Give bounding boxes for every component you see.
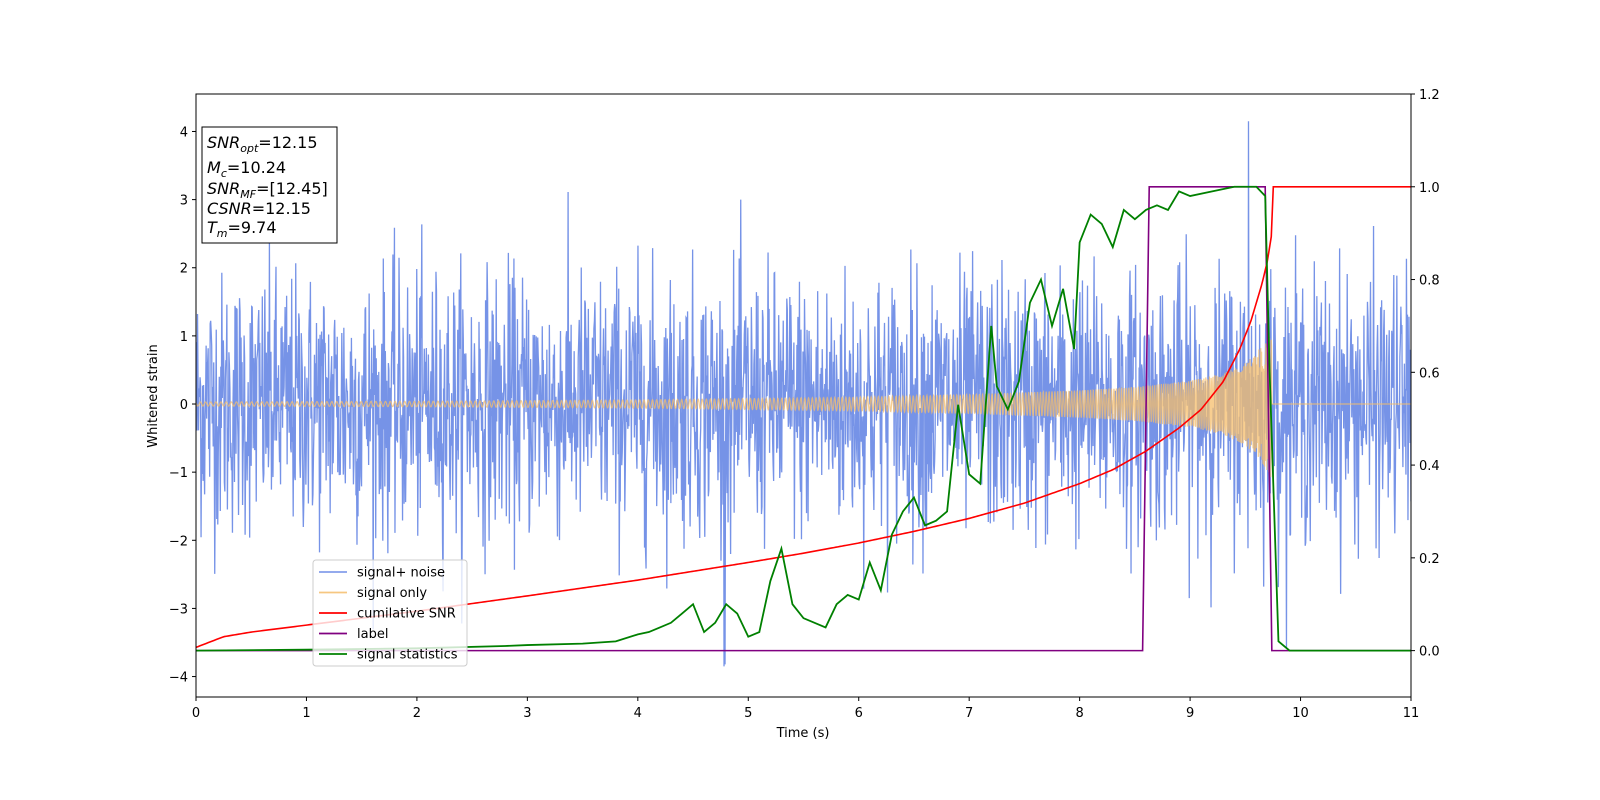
x-tick-label: 1 <box>302 706 310 721</box>
signal-noise-series <box>196 121 1411 667</box>
legend-entry: label <box>357 627 388 642</box>
x-tick-label: 2 <box>413 706 421 721</box>
x-tick-label: 6 <box>855 706 863 721</box>
x-tick-label: 3 <box>523 706 531 721</box>
x-tick-label: 10 <box>1292 706 1309 721</box>
x-tick-label: 9 <box>1186 706 1194 721</box>
y-right-tick-label: 0.4 <box>1419 459 1440 474</box>
y-axis-label: Whitened strain <box>146 344 161 447</box>
stat-merger-time: Tm=9.74 <box>207 218 277 240</box>
x-tick-label: 11 <box>1403 706 1420 721</box>
y-left-tick-label: 3 <box>180 194 188 209</box>
signal-only-series <box>196 334 1411 478</box>
y-right-tick-label: 1.0 <box>1419 181 1440 196</box>
x-tick-label: 4 <box>634 706 642 721</box>
y-right-tick-label: 1.2 <box>1419 88 1440 103</box>
stat-csnr: CSNR=12.15 <box>207 199 311 218</box>
y-right-tick-label: 0.0 <box>1419 645 1440 660</box>
x-tick-label: 5 <box>744 706 752 721</box>
x-tick-label: 8 <box>1075 706 1083 721</box>
legend-entry: signal only <box>357 586 427 601</box>
y-left-tick-label: 2 <box>180 262 188 277</box>
signal-statistics-series <box>196 185 1411 652</box>
y-right-tick-label: 0.8 <box>1419 274 1440 289</box>
x-tick-label: 0 <box>192 706 200 721</box>
y-axis-right-ticks: 0.0 0.2 0.4 0.6 0.8 1.0 1.2 <box>1411 88 1440 660</box>
x-tick-label: 7 <box>965 706 973 721</box>
legend-entry: signal statistics <box>357 648 458 663</box>
stat-chirp-mass: Mc=10.24 <box>207 158 286 180</box>
stat-snr-opt: SNRopt=12.15 <box>207 133 318 155</box>
x-axis-label: Time (s) <box>776 726 830 741</box>
x-axis-ticks: 0 1 2 3 4 5 6 7 8 9 10 11 <box>192 697 1419 721</box>
y-left-tick-label: −1 <box>169 466 188 481</box>
legend-entry: cumilative SNR <box>357 607 456 622</box>
y-axis-left-ticks: −4 −3 −2 −1 0 1 2 3 4 <box>169 125 196 686</box>
stat-snr-mf: SNRMF=[12.45] <box>207 179 328 201</box>
y-left-tick-label: 1 <box>180 330 188 345</box>
stats-box: SNRopt=12.15 Mc=10.24 SNRMF=[12.45] CSNR… <box>201 126 338 244</box>
y-left-tick-label: −2 <box>169 534 188 549</box>
y-left-tick-label: 4 <box>180 125 188 140</box>
y-right-tick-label: 0.6 <box>1419 366 1440 381</box>
y-left-tick-label: −3 <box>169 602 188 617</box>
legend: signal+ noise signal only cumilative SNR la… <box>312 559 468 667</box>
y-left-tick-label: −4 <box>169 671 188 686</box>
axes-frame <box>195 93 1412 698</box>
y-right-tick-label: 0.2 <box>1419 552 1440 567</box>
y-left-tick-label: 0 <box>180 398 188 413</box>
legend-entry: signal+ noise <box>357 566 445 581</box>
